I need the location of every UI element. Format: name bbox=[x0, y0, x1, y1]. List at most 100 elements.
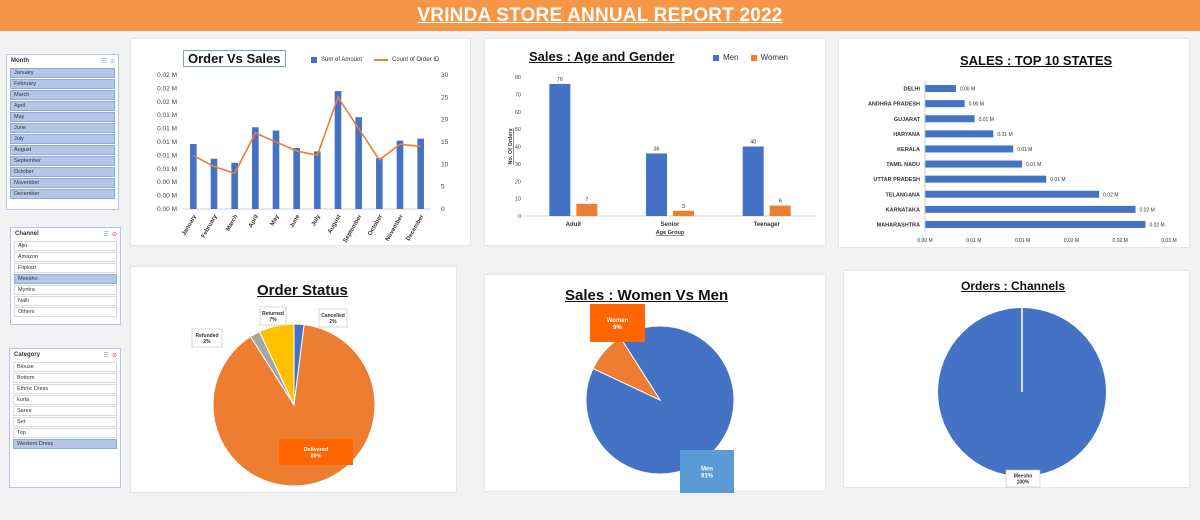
bar-men bbox=[549, 83, 571, 216]
multi-select-icon[interactable]: ☰ bbox=[103, 231, 109, 238]
multi-select-icon[interactable]: ☰ bbox=[101, 58, 107, 65]
slicer-item[interactable]: December bbox=[10, 189, 115, 199]
y-tick-label-left: 0.01 M bbox=[157, 152, 177, 159]
chart-title: Order Status bbox=[257, 282, 348, 299]
data-label: Meesho bbox=[1014, 474, 1033, 480]
y-tick-label: 70 bbox=[515, 92, 521, 98]
y-tick-label-left: 0.02 M bbox=[157, 99, 177, 106]
legend-label: Sum of Amount bbox=[321, 57, 363, 63]
slicer-item[interactable]: February bbox=[10, 79, 115, 89]
clear-filter-icon[interactable]: ⊘ bbox=[111, 352, 117, 359]
order-status-panel: Order Status Cancelled 2% Refunded 2% Return… bbox=[130, 266, 457, 493]
data-label: Returned bbox=[262, 311, 284, 317]
slicer-item[interactable]: Top bbox=[13, 428, 117, 438]
clear-filter-icon[interactable]: ⊘ bbox=[109, 58, 115, 65]
y-tick-label: TAMIL NADU bbox=[886, 162, 920, 168]
category-slicer[interactable]: Category ☰ ⊘ Blouse Bottom Ethnic Dress kurt… bbox=[9, 348, 121, 488]
slicer-item[interactable]: Amazon bbox=[14, 252, 117, 262]
x-tick-label: January bbox=[181, 213, 198, 237]
bar-sum-of-amount bbox=[210, 158, 218, 209]
slicer-item[interactable]: Meesho bbox=[14, 274, 117, 284]
x-tick-label: July bbox=[311, 213, 323, 227]
x-tick-label: June bbox=[289, 213, 302, 229]
data-label: 0.01 M bbox=[1017, 147, 1032, 153]
y-tick-label-left: 0.00 M bbox=[157, 193, 177, 200]
orders-channels-panel: Orders : Channels Meesho 100% bbox=[843, 270, 1190, 488]
data-label-box bbox=[680, 450, 734, 493]
data-label-box bbox=[191, 328, 223, 348]
x-tick-label: April bbox=[248, 214, 260, 229]
slicer-item[interactable]: Myntra bbox=[14, 285, 117, 295]
x-tick-label: Adult bbox=[566, 222, 581, 228]
slicer-item[interactable]: Blouse bbox=[13, 362, 117, 372]
x-tick-label: 0.01 M bbox=[1015, 238, 1030, 244]
bar-state-sales bbox=[925, 85, 956, 93]
slicer-item[interactable]: January bbox=[10, 68, 115, 78]
bar-women bbox=[673, 210, 694, 216]
slicer-item[interactable]: September bbox=[10, 156, 115, 166]
data-label: 0.02 M bbox=[1149, 222, 1164, 228]
legend-label: Men bbox=[723, 53, 739, 62]
x-axis-label: Age Group bbox=[656, 230, 685, 236]
bar-state-sales bbox=[925, 205, 1136, 213]
bar-state-sales bbox=[925, 160, 1022, 168]
y-tick-label-right: 15 bbox=[441, 139, 449, 146]
data-label: 0.00 M bbox=[969, 102, 984, 108]
line-count-of-order-id bbox=[192, 95, 421, 175]
x-tick-label: October bbox=[367, 213, 384, 236]
data-label: 0.01 M bbox=[997, 132, 1012, 138]
y-tick-label: 40 bbox=[515, 145, 521, 151]
y-tick-label-right: 25 bbox=[441, 94, 449, 101]
data-label: 2% bbox=[329, 319, 337, 325]
data-label: Cancelled bbox=[321, 313, 345, 319]
y-tick-label-left: 0.02 M bbox=[157, 72, 177, 79]
slicer-item[interactable]: October bbox=[10, 167, 115, 177]
bar-state-sales bbox=[925, 100, 965, 108]
bar-sum-of-amount bbox=[293, 148, 300, 209]
y-axis-label: No. Of Orders bbox=[508, 128, 514, 164]
multi-select-icon[interactable]: ☰ bbox=[103, 352, 109, 359]
slicer-item[interactable]: Bottom bbox=[13, 373, 117, 383]
report-title: VRINDA STORE ANNUAL REPORT 2022 bbox=[417, 4, 783, 26]
slicer-item[interactable]: November bbox=[10, 178, 115, 188]
bar-sum-of-amount bbox=[252, 127, 259, 209]
bar-sum-of-amount bbox=[231, 162, 238, 209]
slicer-item[interactable]: Set bbox=[13, 417, 117, 427]
chart-legend: Sum of Amount Count of Order ID bbox=[311, 57, 439, 63]
data-label-box bbox=[1005, 469, 1041, 488]
bar-men bbox=[646, 153, 667, 216]
bar-men bbox=[742, 146, 764, 216]
slicer-item[interactable]: Flipkart bbox=[14, 263, 117, 273]
legend-swatch bbox=[750, 54, 757, 61]
slicer-item[interactable]: Saree bbox=[13, 406, 117, 416]
month-slicer[interactable]: Month ☰ ⊘ January February March April May Jun… bbox=[6, 54, 119, 210]
data-label: 2% bbox=[203, 339, 211, 345]
order-status-chart: Cancelled2%Refunded2%Returned7%Delivered… bbox=[191, 306, 376, 487]
slicer-item[interactable]: Others bbox=[14, 307, 117, 317]
slicer-item[interactable]: kurta bbox=[13, 395, 117, 405]
y-tick-label: DELHI bbox=[904, 87, 921, 93]
data-label: 89% bbox=[310, 454, 321, 460]
data-label: 3 bbox=[682, 204, 685, 210]
report-banner: VRINDA STORE ANNUAL REPORT 2022 bbox=[0, 0, 1200, 31]
channel-slicer[interactable]: Channel ☰ ⊘ Ajio Amazon Flipkart Meesho Myntr… bbox=[10, 227, 121, 325]
legend-swatch bbox=[311, 57, 317, 63]
data-label: Women bbox=[607, 318, 629, 324]
slicer-item[interactable]: Nalli bbox=[14, 296, 117, 306]
bar-women bbox=[576, 203, 598, 216]
slicer-item[interactable]: Ajio bbox=[14, 241, 117, 251]
data-label-box bbox=[279, 439, 353, 465]
slicer-item[interactable]: June bbox=[10, 123, 115, 133]
slicer-item[interactable]: August bbox=[10, 145, 115, 155]
slicer-header: Category ☰ ⊘ bbox=[10, 349, 120, 361]
data-label: 9% bbox=[613, 325, 622, 331]
slicer-item[interactable]: April bbox=[10, 101, 115, 111]
slicer-item[interactable]: March bbox=[10, 90, 115, 100]
slicer-item[interactable]: May bbox=[10, 112, 115, 122]
slicer-item[interactable]: Ethnic Dress bbox=[13, 384, 117, 394]
y-tick-label: GUJARAT bbox=[894, 117, 921, 123]
y-tick-label: KERALA bbox=[897, 147, 920, 153]
clear-filter-icon[interactable]: ⊘ bbox=[111, 231, 117, 238]
slicer-item[interactable]: July bbox=[10, 134, 115, 144]
slicer-item[interactable]: Western Dress bbox=[13, 439, 117, 449]
